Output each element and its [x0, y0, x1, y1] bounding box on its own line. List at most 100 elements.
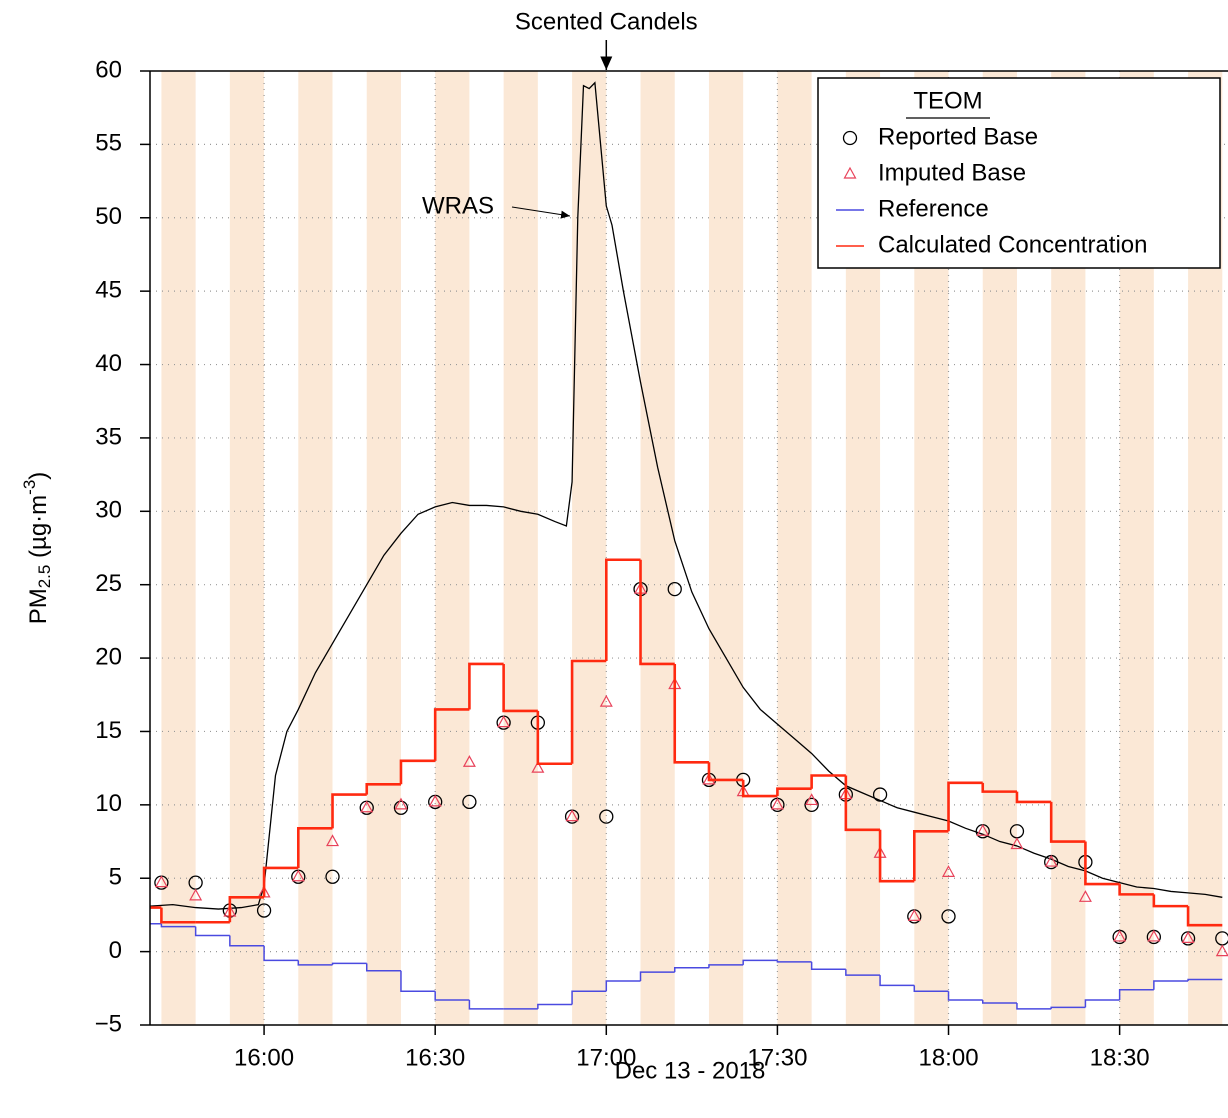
step-segment [742, 959, 778, 965]
y-tick-label: 45 [95, 276, 122, 303]
y-tick-label: 40 [95, 350, 122, 377]
step-segment [399, 759, 436, 785]
point [941, 909, 956, 924]
legend: TEOM Reported Base Imputed Base Reference Ca… [817, 77, 1221, 269]
point [804, 797, 819, 812]
step-segment [400, 970, 436, 992]
stripe [298, 71, 333, 1025]
point [1078, 890, 1092, 902]
step-segment [810, 961, 846, 970]
step-segment [1187, 978, 1223, 981]
step-segment [229, 935, 265, 947]
point [462, 794, 477, 810]
step-segment [673, 663, 709, 764]
step-segment [1152, 894, 1189, 908]
wras-label: WRAS [422, 192, 494, 219]
point [770, 797, 784, 810]
step-segment [433, 708, 470, 761]
step-segment [297, 960, 333, 966]
step-segment [879, 975, 915, 987]
stripe [572, 71, 607, 1025]
y-tick-label: 15 [95, 717, 122, 744]
step-segment [331, 962, 367, 965]
point [1113, 929, 1127, 942]
step-segment [912, 829, 949, 882]
y-label-sup: -3 [20, 480, 39, 495]
x-tick-label: 16:30 [405, 1044, 465, 1071]
legend-marker [842, 130, 858, 146]
step-segment [365, 963, 401, 972]
y-tick-label: 55 [95, 130, 122, 157]
step-segment [947, 781, 983, 832]
point [872, 787, 888, 802]
x-tick-label: 16:00 [234, 1044, 294, 1071]
point [256, 903, 272, 918]
step-segment [1084, 841, 1120, 886]
legend-label: Reference [878, 195, 989, 222]
point [907, 909, 921, 921]
point [565, 809, 579, 822]
y-tick-label: 60 [95, 56, 122, 83]
x-tick-label: 17:30 [747, 1044, 807, 1071]
step-segment [639, 559, 675, 666]
step-segment [1084, 999, 1120, 1008]
point [326, 834, 340, 847]
legend-label: Calculated Concentration [878, 231, 1148, 258]
y-tick-label: 30 [95, 497, 122, 524]
point [1181, 931, 1195, 944]
step-segment [741, 779, 778, 798]
step-segment [434, 991, 470, 1001]
step-segment [1049, 801, 1086, 843]
y-label-mid: (µg·m [25, 495, 52, 565]
step-segment [776, 960, 812, 963]
point [667, 581, 682, 597]
step-segment [228, 896, 265, 923]
step-segment [913, 985, 949, 992]
point [462, 755, 476, 767]
y-axis-label: PM2.5 (µg·m-3) [20, 472, 54, 625]
y-tick-label: 5 [109, 864, 122, 891]
step-segment [331, 793, 367, 829]
step-segment [1118, 884, 1154, 896]
point [942, 865, 956, 877]
legend-label: Reported Base [878, 123, 1038, 150]
step-segment [810, 774, 846, 789]
y-tick-label: 0 [109, 937, 122, 964]
step-segment [604, 558, 641, 662]
wras-line [150, 81, 1223, 910]
annotation: Scented Candels [515, 8, 698, 35]
stripe [435, 71, 470, 1025]
stripe [777, 71, 812, 1025]
step-segment [537, 1003, 573, 1009]
stripes [161, 71, 1223, 1025]
step-segment [605, 980, 641, 992]
point [154, 875, 168, 888]
step-segment [707, 762, 744, 782]
point [394, 797, 408, 810]
step-segment [468, 662, 504, 710]
plot-area [150, 81, 1228, 1010]
point [1044, 854, 1058, 867]
point [1147, 929, 1161, 942]
point [325, 869, 340, 884]
point [805, 793, 819, 806]
point [976, 824, 990, 836]
x-axis-label: Dec 13 - 2018 [615, 1057, 766, 1084]
step-segment [502, 663, 538, 713]
point [291, 869, 305, 882]
step-segment [947, 991, 983, 1001]
step-segment [468, 1000, 504, 1010]
y-tick-label: 20 [95, 643, 122, 670]
point [599, 694, 613, 707]
step-segment [570, 659, 607, 764]
point [360, 800, 374, 813]
point [189, 888, 203, 901]
legend-box [817, 77, 1221, 269]
step-segment [1186, 906, 1223, 927]
step-segment [160, 907, 196, 924]
point [599, 809, 614, 824]
step-segment [981, 1000, 1017, 1004]
point [531, 760, 545, 773]
y-tick-label: −5 [95, 1010, 122, 1037]
